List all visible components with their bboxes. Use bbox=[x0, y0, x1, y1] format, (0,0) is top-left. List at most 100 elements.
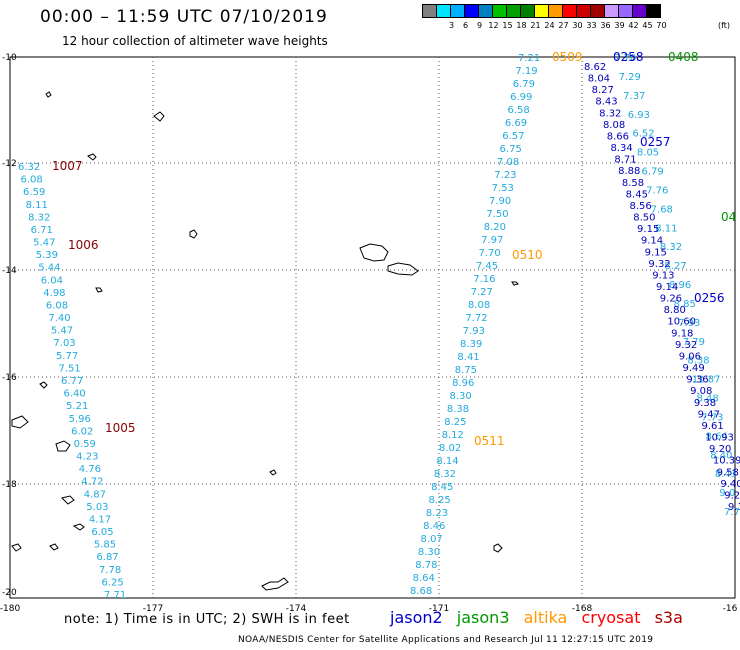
island-outline bbox=[269, 469, 277, 476]
swh-value-altika: 8.64 bbox=[413, 573, 435, 584]
swh-value-jason: 9.06 bbox=[679, 351, 701, 362]
swh-value-s3a: 8.11 bbox=[26, 200, 48, 211]
color-scale-labels: 3 6 9 12 15 18 21 24 27 30 33 36 39 42 45 70 (ft) bbox=[422, 21, 732, 33]
legend-cryosat: cryosat bbox=[581, 608, 641, 627]
swh-value-s3a: 5.47 bbox=[51, 326, 73, 337]
swh-value-jason: 9.58 bbox=[717, 467, 739, 478]
swh-value-jason: 9.61 bbox=[701, 421, 723, 432]
swh-value-jason: 8.88 bbox=[618, 166, 640, 177]
swh-value-east: 8.05 bbox=[637, 148, 659, 159]
swh-value-jason: 8.62 bbox=[584, 62, 606, 73]
swh-value-east: 8.11 bbox=[655, 223, 677, 234]
swh-value-east: 7.71 bbox=[724, 507, 740, 518]
swh-value-altika: 8.38 bbox=[447, 404, 469, 415]
legend-s3a: s3a bbox=[654, 608, 683, 627]
swh-value-s3a: 4.17 bbox=[89, 514, 111, 525]
swh-value-jason: 8.80 bbox=[664, 305, 686, 316]
swh-value-east: 7.79 bbox=[683, 337, 705, 348]
swh-value-east: 8.43 bbox=[715, 469, 737, 480]
swh-value-east: 6.52 bbox=[632, 129, 654, 140]
color-scale-tick: 42 bbox=[628, 21, 639, 30]
swh-value-s3a: 5.96 bbox=[69, 414, 91, 425]
swh-value-s3a: 7.03 bbox=[53, 338, 75, 349]
swh-value-jason: 10.93 bbox=[705, 433, 734, 444]
swh-value-altika: 7.27 bbox=[471, 287, 493, 298]
swh-value-altika: 7.90 bbox=[489, 196, 511, 207]
legend-altika: altika bbox=[523, 608, 568, 627]
swh-value-altika: 7.16 bbox=[473, 274, 495, 285]
color-scale-tick: 3 bbox=[448, 21, 455, 30]
legend-jason3: jason3 bbox=[456, 608, 510, 627]
swh-value-altika: 8.78 bbox=[415, 560, 437, 571]
swh-value-altika: 7.70 bbox=[478, 248, 500, 259]
swh-value-east: 7.76 bbox=[646, 185, 668, 196]
swh-value-jason: 9.14 bbox=[656, 282, 678, 293]
swh-value-east: 6.93 bbox=[628, 110, 650, 121]
color-scale-tick: 36 bbox=[600, 21, 611, 30]
footnote: note: 1) Time is in UTC; 2) SWH is in fe… bbox=[64, 612, 350, 627]
pass-number-label: 1006 bbox=[68, 238, 99, 252]
island-outline bbox=[95, 287, 103, 293]
island-outline bbox=[387, 262, 419, 276]
swh-value-jason: 9.14 bbox=[641, 236, 663, 247]
island-outline bbox=[11, 415, 29, 429]
swh-value-east: 8.96 bbox=[669, 280, 691, 291]
swh-value-jason: 8.56 bbox=[629, 201, 651, 212]
island-outline bbox=[261, 577, 289, 591]
color-scale-tick: 6 bbox=[462, 21, 469, 30]
swh-value-altika: 8.14 bbox=[436, 456, 458, 467]
swh-value-s3a: 7.71 bbox=[104, 590, 126, 601]
swh-value-s3a: 7.40 bbox=[48, 313, 70, 324]
swh-value-east: 8.40 bbox=[710, 450, 732, 461]
swh-value-jason: 8.34 bbox=[611, 143, 633, 154]
island-outline bbox=[511, 281, 519, 286]
axis-tick-labels: -180 -177 -174 -171 -168 -16 -10 -12 -14 -16 -18 -2… bbox=[0, 53, 738, 614]
swh-value-altika: 7.19 bbox=[515, 66, 537, 77]
swh-value-altika: 8.32 bbox=[434, 469, 456, 480]
swh-value-s3a: 6.87 bbox=[96, 552, 118, 563]
swh-value-jason: 9.16 bbox=[728, 502, 740, 513]
swh-value-jason: 8.27 bbox=[592, 85, 614, 96]
y-tick-label: -18 bbox=[2, 480, 17, 490]
swh-value-jason: 9.38 bbox=[694, 398, 716, 409]
color-scale-tick: 33 bbox=[586, 21, 597, 30]
color-scale-tick: 15 bbox=[502, 21, 513, 30]
swh-value-altika: 8.07 bbox=[421, 534, 443, 545]
pass-number-label: 0256 bbox=[694, 291, 725, 305]
island-outlines bbox=[11, 91, 519, 591]
swh-value-east: 8.85 bbox=[674, 299, 696, 310]
color-scale-tick: 24 bbox=[544, 21, 555, 30]
swh-value-altika: 7.72 bbox=[465, 313, 487, 324]
swh-value-east: 7.93 bbox=[678, 318, 700, 329]
swh-value-s3a: 6.04 bbox=[41, 275, 63, 286]
island-outline bbox=[39, 381, 48, 389]
swh-value-altika: 8.23 bbox=[426, 508, 448, 519]
swh-value-altika: 8.30 bbox=[450, 391, 472, 402]
swh-value-s3a: 5.39 bbox=[36, 250, 58, 261]
swh-value-east: 7.70 bbox=[614, 53, 636, 64]
swh-value-altika: 7.45 bbox=[476, 261, 498, 272]
color-scale-tick: 30 bbox=[572, 21, 583, 30]
swh-value-jason: 10.39 bbox=[713, 456, 740, 467]
swh-value-altika: 7.97 bbox=[481, 235, 503, 246]
swh-value-altika: 6.79 bbox=[513, 79, 535, 90]
island-outline bbox=[153, 111, 165, 122]
y-tick-label: -10 bbox=[2, 53, 17, 63]
color-scale-bar bbox=[422, 4, 661, 18]
swh-value-s3a: 4.98 bbox=[43, 288, 65, 299]
swh-value-altika: 7.21 bbox=[518, 53, 540, 64]
swh-value-jason: 9.18 bbox=[671, 328, 693, 339]
swh-value-s3a: 6.77 bbox=[61, 376, 83, 387]
swh-value-east: 7.29 bbox=[619, 72, 641, 83]
swh-value-east: 8.64 bbox=[706, 431, 728, 442]
swh-value-jason: 8.08 bbox=[603, 120, 625, 131]
swh-value-jason: 8.71 bbox=[614, 155, 636, 166]
swh-value-altika: 8.68 bbox=[410, 586, 432, 597]
swh-value-s3a: 5.21 bbox=[66, 401, 88, 412]
swh-value-jason: 9.24 bbox=[724, 490, 740, 501]
legend-jason2: jason2 bbox=[390, 608, 443, 627]
swh-value-s3a: 6.59 bbox=[23, 187, 45, 198]
data-credit: NOAA/NESDIS Center for Satellite Applica… bbox=[238, 635, 654, 645]
island-outline bbox=[72, 523, 85, 531]
island-outline bbox=[493, 543, 503, 553]
